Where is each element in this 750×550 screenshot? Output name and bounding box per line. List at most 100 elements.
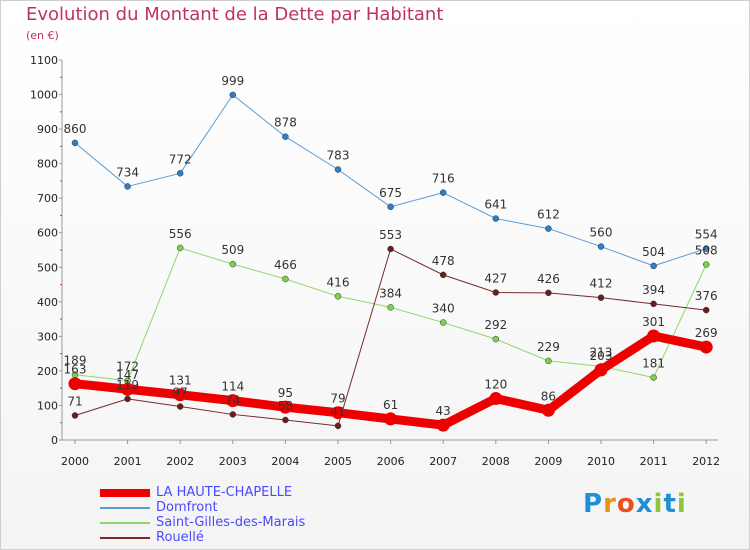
- data-label: 301: [642, 315, 665, 329]
- data-point: [282, 275, 289, 283]
- data-label: 553: [379, 228, 402, 242]
- data-point: [384, 412, 398, 426]
- x-tick-label: 2001: [114, 455, 142, 468]
- data-point: [545, 357, 552, 365]
- data-label: 416: [327, 275, 350, 289]
- data-label: 229: [537, 340, 560, 354]
- data-label: 508: [695, 244, 718, 258]
- data-point: [597, 243, 605, 250]
- data-point: [702, 306, 710, 314]
- data-point: [650, 262, 657, 270]
- x-tick-label: 2007: [429, 455, 457, 468]
- data-label: 641: [484, 198, 507, 212]
- y-tick-label: 200: [37, 365, 58, 378]
- data-label: 61: [383, 398, 398, 412]
- x-tick-label: 2000: [61, 455, 89, 468]
- logo-letter: r: [603, 489, 617, 519]
- chart-series: [68, 91, 713, 432]
- data-label: 999: [221, 74, 244, 88]
- data-point: [489, 392, 503, 406]
- y-tick-label: 0: [51, 434, 58, 447]
- data-label: 147: [116, 368, 139, 382]
- data-label: 612: [537, 208, 560, 222]
- data-point: [176, 170, 184, 177]
- data-label: 213: [590, 345, 613, 359]
- chart-title: Evolution du Montant de la Dette par Hab…: [26, 4, 444, 25]
- data-point: [173, 388, 187, 402]
- legend-item: Saint-Gilles-des-Marais: [100, 515, 305, 530]
- data-point: [436, 418, 450, 432]
- legend-swatch: [100, 506, 150, 509]
- data-point: [334, 293, 342, 300]
- data-label: 131: [169, 374, 192, 388]
- data-point: [71, 139, 79, 147]
- y-tick-label: 700: [37, 192, 58, 205]
- data-label: 120: [484, 378, 507, 392]
- data-point: [492, 335, 500, 343]
- y-tick-label: 1000: [30, 89, 58, 102]
- legend-swatch: [100, 536, 150, 539]
- data-point: [124, 395, 131, 403]
- x-tick-label: 2010: [587, 455, 615, 468]
- x-tick-label: 2006: [377, 455, 405, 468]
- data-point: [541, 403, 555, 417]
- data-label: 189: [64, 354, 87, 368]
- data-label: 878: [274, 116, 297, 130]
- x-tick-label: 2005: [324, 455, 352, 468]
- chart-subtitle: (en €): [26, 29, 59, 42]
- data-point: [387, 304, 394, 311]
- data-point: [229, 91, 237, 99]
- data-label: 95: [278, 386, 293, 400]
- data-point: [699, 340, 713, 354]
- data-label: 556: [169, 227, 192, 241]
- y-tick-label: 300: [37, 330, 58, 343]
- data-point: [121, 382, 135, 396]
- legend-swatch: [100, 521, 150, 524]
- data-point: [226, 394, 240, 408]
- logo-letter: i: [676, 489, 687, 519]
- data-label: 74: [225, 393, 240, 407]
- data-label: 466: [274, 258, 297, 272]
- data-label: 292: [484, 318, 507, 332]
- y-tick-label: 800: [37, 158, 58, 171]
- data-label: 119: [116, 378, 139, 392]
- x-tick-label: 2009: [534, 455, 562, 468]
- data-label: 79: [330, 392, 345, 406]
- y-tick-label: 600: [37, 227, 58, 240]
- x-tick-label: 2003: [219, 455, 247, 468]
- data-label: 860: [64, 122, 87, 136]
- data-label: 554: [695, 228, 718, 242]
- data-label: 41: [330, 405, 345, 419]
- legend-item: Domfront: [100, 500, 305, 515]
- data-point: [597, 294, 605, 301]
- logo-letter: o: [616, 489, 636, 519]
- proxiti-logo: Proxiti: [583, 489, 687, 519]
- data-label: 43: [436, 404, 451, 418]
- data-point: [650, 300, 657, 308]
- data-point: [545, 289, 552, 297]
- data-point: [176, 403, 184, 410]
- data-point: [492, 215, 500, 222]
- data-point: [594, 363, 608, 377]
- data-point: [650, 374, 657, 381]
- data-point: [702, 261, 710, 268]
- data-label: 716: [432, 172, 455, 186]
- data-label: 426: [537, 272, 560, 286]
- data-label: 478: [432, 254, 455, 268]
- data-label: 412: [590, 277, 613, 291]
- chart-data-labels: 860 734 772 999 878 783 675 716 641 612 560 504 554 1…: [64, 74, 718, 419]
- data-label: 340: [432, 302, 455, 316]
- data-point: [282, 416, 289, 424]
- data-label: 376: [695, 289, 718, 303]
- data-label: 734: [116, 165, 139, 179]
- data-point: [68, 377, 82, 391]
- logo-letter: x: [635, 489, 654, 519]
- legend-item: LA HAUTE-CHAPELLE: [100, 485, 305, 500]
- data-point: [439, 189, 447, 196]
- y-tick-label: 400: [37, 296, 58, 309]
- data-label: 560: [590, 226, 613, 240]
- x-tick-label: 2002: [166, 455, 194, 468]
- data-point: [439, 319, 447, 326]
- data-point: [492, 289, 500, 296]
